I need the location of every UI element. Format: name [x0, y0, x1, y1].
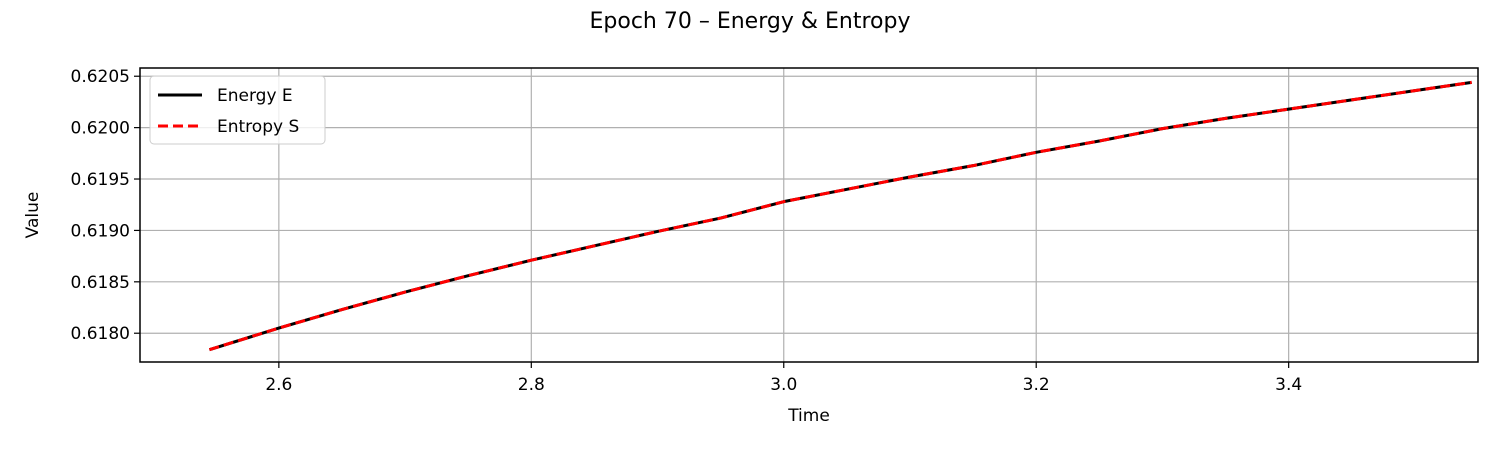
y-tick-label: 0.6200 — [71, 119, 130, 139]
y-axis-ticks: 0.6180 0.6185 0.6190 0.6195 0.6200 0.6205 — [71, 67, 140, 344]
x-tick-label: 2.6 — [265, 375, 292, 395]
legend-entry-entropy: Entropy S — [217, 117, 299, 137]
x-tick-label: 2.8 — [518, 375, 545, 395]
grid — [140, 68, 1478, 362]
plot-area-frame — [139, 67, 1479, 363]
legend-entry-energy: Energy E — [217, 86, 293, 106]
y-axis-label: Value — [23, 192, 43, 239]
x-tick-label: 3.2 — [1023, 375, 1050, 395]
x-tick-label: 3.4 — [1275, 375, 1302, 395]
y-tick-label: 0.6205 — [71, 67, 130, 87]
x-tick-label: 3.0 — [770, 375, 797, 395]
legend: Energy E Entropy S — [149, 75, 326, 145]
x-axis-ticks: 2.6 2.8 3.0 3.2 3.4 — [265, 362, 1302, 395]
series-lines — [208, 80, 1472, 352]
y-tick-label: 0.6190 — [71, 221, 130, 241]
y-tick-label: 0.6180 — [71, 324, 130, 344]
series-line-entropy — [208, 80, 1472, 352]
y-tick-label: 0.6185 — [71, 273, 130, 293]
y-tick-label: 0.6195 — [71, 170, 130, 190]
chart-title: Epoch 70 – Energy & Entropy — [590, 9, 911, 34]
series-line-energy — [208, 80, 1472, 352]
x-axis-label: Time — [787, 406, 830, 426]
